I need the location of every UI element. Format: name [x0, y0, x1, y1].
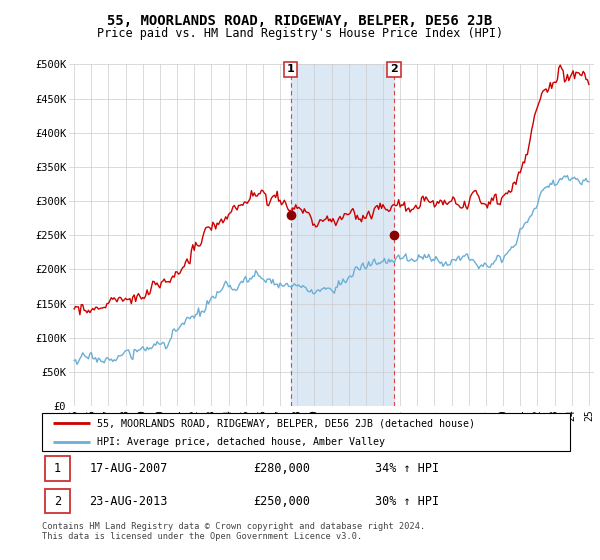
Text: 23-AUG-2013: 23-AUG-2013 — [89, 494, 168, 508]
Bar — [291, 64, 394, 406]
Text: Contains HM Land Registry data © Crown copyright and database right 2024.
This d: Contains HM Land Registry data © Crown c… — [42, 522, 425, 542]
Text: £280,000: £280,000 — [253, 462, 310, 475]
Text: 17-AUG-2007: 17-AUG-2007 — [89, 462, 168, 475]
Text: HPI: Average price, detached house, Amber Valley: HPI: Average price, detached house, Ambe… — [97, 437, 385, 447]
Text: 30% ↑ HPI: 30% ↑ HPI — [374, 494, 439, 508]
Text: £250,000: £250,000 — [253, 494, 310, 508]
FancyBboxPatch shape — [44, 456, 70, 480]
Text: 1: 1 — [54, 462, 61, 475]
Text: 1: 1 — [287, 64, 295, 74]
Text: 2: 2 — [54, 494, 61, 508]
Text: 34% ↑ HPI: 34% ↑ HPI — [374, 462, 439, 475]
Text: 55, MOORLANDS ROAD, RIDGEWAY, BELPER, DE56 2JB (detached house): 55, MOORLANDS ROAD, RIDGEWAY, BELPER, DE… — [97, 418, 475, 428]
Text: Price paid vs. HM Land Registry's House Price Index (HPI): Price paid vs. HM Land Registry's House … — [97, 27, 503, 40]
Text: 2: 2 — [390, 64, 398, 74]
Text: 55, MOORLANDS ROAD, RIDGEWAY, BELPER, DE56 2JB: 55, MOORLANDS ROAD, RIDGEWAY, BELPER, DE… — [107, 14, 493, 28]
FancyBboxPatch shape — [44, 489, 70, 514]
